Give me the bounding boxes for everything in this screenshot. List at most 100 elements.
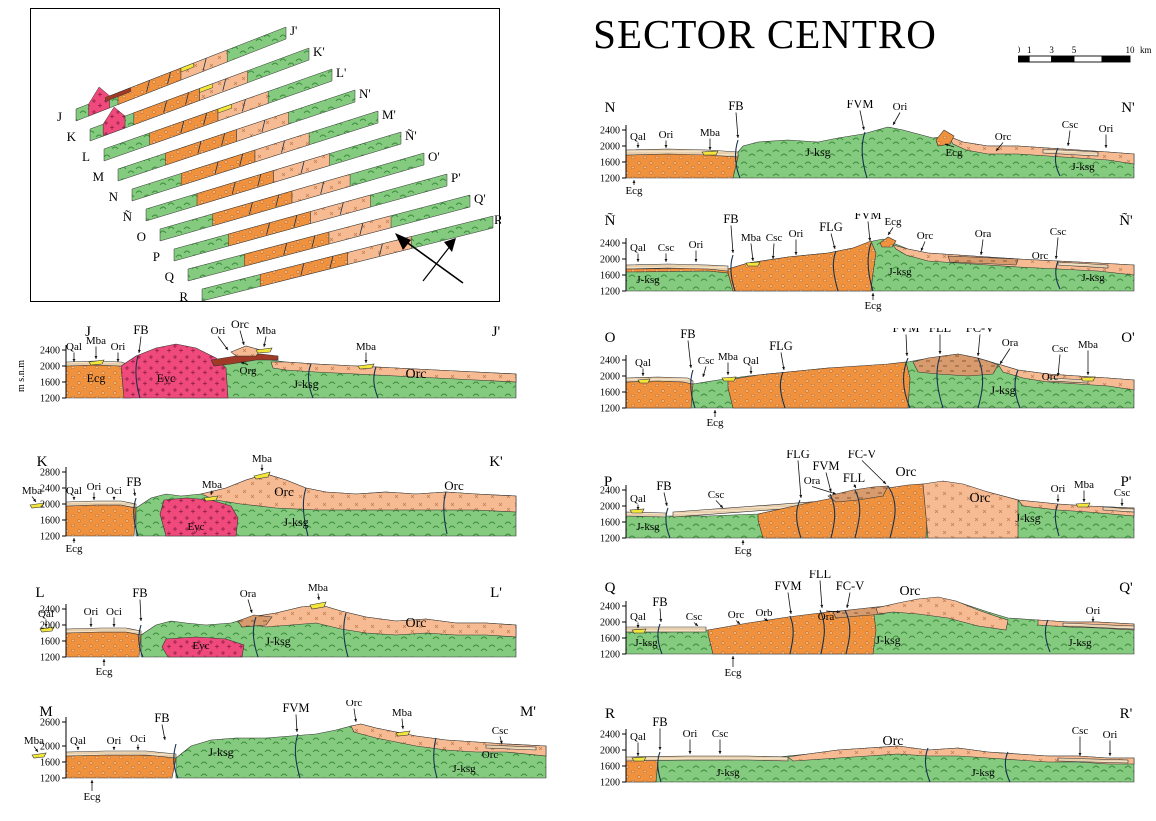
cross-section-N: 2400 2000 1600 1200 N N' Qal Ori Mba FB FVM Ori Ecg O…	[588, 97, 1144, 205]
elevation-tick-label: 1600	[600, 634, 620, 645]
geo-unit-yellow	[31, 752, 47, 759]
label-fb: FB	[656, 479, 671, 493]
label-j-ksg: J-ksg	[1081, 272, 1105, 284]
geo-unit-yellow	[629, 508, 645, 514]
label-fb: FB	[680, 328, 695, 341]
block-label-right: R'	[494, 212, 501, 227]
block-label-left: J	[57, 109, 62, 124]
label-ori: Ori	[1099, 123, 1114, 135]
label-arrowhead-icon	[853, 484, 856, 488]
label-arrowhead-icon	[1054, 255, 1058, 259]
elevation-tick-label: 1200	[600, 174, 620, 185]
label-csc: Csc	[1062, 119, 1079, 131]
geo-unit-yellow	[39, 626, 55, 633]
label-arrowhead-icon	[846, 604, 850, 608]
elevation-tick-label: 1200	[600, 778, 620, 789]
label-arrowhead-icon	[72, 538, 76, 542]
fault-line	[1044, 619, 1051, 653]
block-fault-tick	[167, 72, 171, 85]
label-csc: Csc	[766, 232, 783, 244]
label-arrowhead-icon	[836, 610, 840, 614]
label-fvm: FVM	[774, 579, 801, 593]
cross-section-K: 2800 2400 2000 1600 1200 K K' Mba Qal Ori Oci FB Mba…	[16, 448, 528, 577]
geo-unit-ora	[827, 485, 889, 503]
block-fault-tick	[261, 119, 266, 133]
block-fault-tick	[185, 92, 189, 105]
label-arrowhead-icon	[162, 736, 166, 740]
label-ecg: Ecg	[65, 543, 83, 555]
block-fault-tick	[249, 202, 253, 215]
label-orb: Orb	[755, 607, 773, 619]
geo-unit-yellow	[253, 471, 271, 480]
label-arrowhead-icon	[241, 361, 245, 365]
elevation-tick-label: 2000	[600, 142, 620, 153]
label-j-ksg: J-ksg	[888, 266, 912, 278]
elevation-tick-label: 2400	[600, 602, 620, 613]
label-ecg: Ecg	[945, 147, 963, 159]
label-orc: Orc	[1032, 250, 1049, 262]
cross-section-O: 2400 2000 1600 1200 O O' Qal FB Csc Mba Qal FLG FVM F…	[588, 321, 1144, 437]
label-qal: Qal	[66, 485, 82, 497]
label-arrowhead-icon	[751, 257, 755, 261]
label-mba: Mba	[24, 735, 44, 747]
elevation-tick-label: 1200	[40, 394, 60, 405]
scale-bar-segment	[1073, 55, 1103, 63]
block-fault-tick	[202, 58, 207, 71]
scale-bar: 0 1 3 5 10 km	[1016, 44, 1156, 75]
label-csc: Csc	[698, 355, 715, 367]
geo-unit-orc	[270, 361, 517, 383]
label-orc: Orc	[900, 584, 921, 599]
elevation-tick-label: 1600	[40, 378, 60, 389]
scale-tick-label: 5	[1072, 45, 1077, 55]
label-arrowhead-icon	[1108, 752, 1112, 756]
label-fb: FB	[132, 586, 147, 600]
label-fb: FB	[133, 323, 148, 337]
fault-line	[1054, 503, 1060, 537]
geo-unit-yellow	[745, 261, 761, 267]
fault-line	[307, 363, 314, 399]
label-ori: Ori	[893, 101, 908, 113]
cross-section-L: 2400 2000 1600 1200 L L' Qal Ori Oci FB Ora Mba Eyc J…	[16, 582, 528, 692]
fault-line	[1014, 369, 1021, 409]
label-arrow	[825, 472, 832, 493]
label-ecg: Ecg	[95, 666, 113, 678]
block-fault-tick	[231, 181, 236, 195]
section-endpoint-label: P	[604, 474, 612, 490]
label-arrowhead-icon	[731, 249, 735, 253]
elevation-tick-label: 2400	[600, 126, 620, 137]
block-fault-tick	[241, 99, 246, 112]
label-arrowhead-icon	[1082, 498, 1086, 502]
label-arrowhead-icon	[133, 492, 137, 496]
label-arrowhead-icon	[659, 618, 663, 622]
label-ori: Ori	[84, 606, 99, 618]
elevation-tick-label: 1600	[40, 758, 60, 769]
label-mba: Mba	[1074, 479, 1094, 491]
label-arrowhead-icon	[694, 622, 698, 626]
geo-unit-tan	[1062, 622, 1135, 630]
geo-unit-ecg	[625, 757, 659, 783]
scale-bar-segment	[1101, 55, 1131, 63]
block-fault-tick	[146, 80, 150, 93]
label-orc: Orc	[346, 700, 363, 709]
geo-unit-orc	[1017, 499, 1135, 517]
section-endpoint-label: K	[37, 454, 48, 470]
label-arrowhead-icon	[632, 180, 636, 184]
label-arrowhead-icon	[137, 349, 141, 353]
cross-section-R: 2400 2000 1600 1200 R R' Qal FB Ori Csc Orc Csc Ori J…	[588, 704, 1144, 815]
label-arrowhead-icon	[401, 725, 405, 729]
block-strip-segment	[291, 173, 351, 204]
label-arrow	[797, 460, 802, 499]
fault-line	[665, 507, 671, 539]
scale-tick-label: 3	[1049, 45, 1054, 55]
label-mba: Mba	[392, 707, 412, 719]
geo-unit-orc	[947, 135, 1135, 165]
block-label-left: N	[109, 189, 119, 204]
label-j-ksg: J-ksg	[208, 745, 233, 759]
fault-line	[832, 250, 839, 292]
label-arrowhead-icon	[112, 496, 116, 500]
label-arrowhead-icon	[861, 126, 865, 130]
label-arrowhead-icon	[241, 341, 245, 345]
label-arrowhead-icon	[708, 146, 712, 150]
